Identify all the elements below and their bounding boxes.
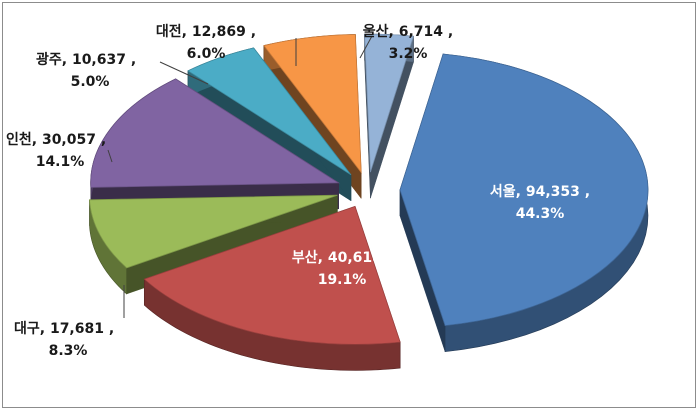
pie-slice-서울 — [399, 53, 649, 352]
leader-line-인천 — [107, 149, 113, 163]
data-label-인천: 인천, 30,057 , — [6, 131, 106, 148]
pie-slice-부산 — [143, 205, 401, 371]
data-label-대구: 대구, 17,681 , — [14, 321, 114, 337]
data-label-대전: 대전, 12,869 , — [156, 23, 256, 40]
data-label-percent-울산: 3.2% — [389, 46, 428, 62]
data-label-percent-인천: 14.1% — [36, 154, 85, 170]
leader-line-울산 — [359, 35, 373, 59]
data-label-광주: 광주, 10,637 , — [36, 51, 136, 68]
data-label-percent-광주: 5.0% — [71, 74, 110, 90]
pie-slice-울산 — [364, 33, 415, 199]
data-label-percent-대구: 8.3% — [49, 343, 88, 359]
data-label-percent-대전: 6.0% — [187, 46, 226, 62]
data-label-부산: 부산, 40,618 , — [292, 249, 392, 266]
data-label-percent-부산: 19.1% — [318, 272, 367, 288]
data-label-percent-서울: 44.3% — [516, 206, 565, 222]
data-label-서울: 서울, 94,353 , — [490, 183, 590, 200]
data-label-울산: 울산, 6,714 , — [363, 23, 453, 40]
leader-line-광주 — [159, 61, 209, 85]
